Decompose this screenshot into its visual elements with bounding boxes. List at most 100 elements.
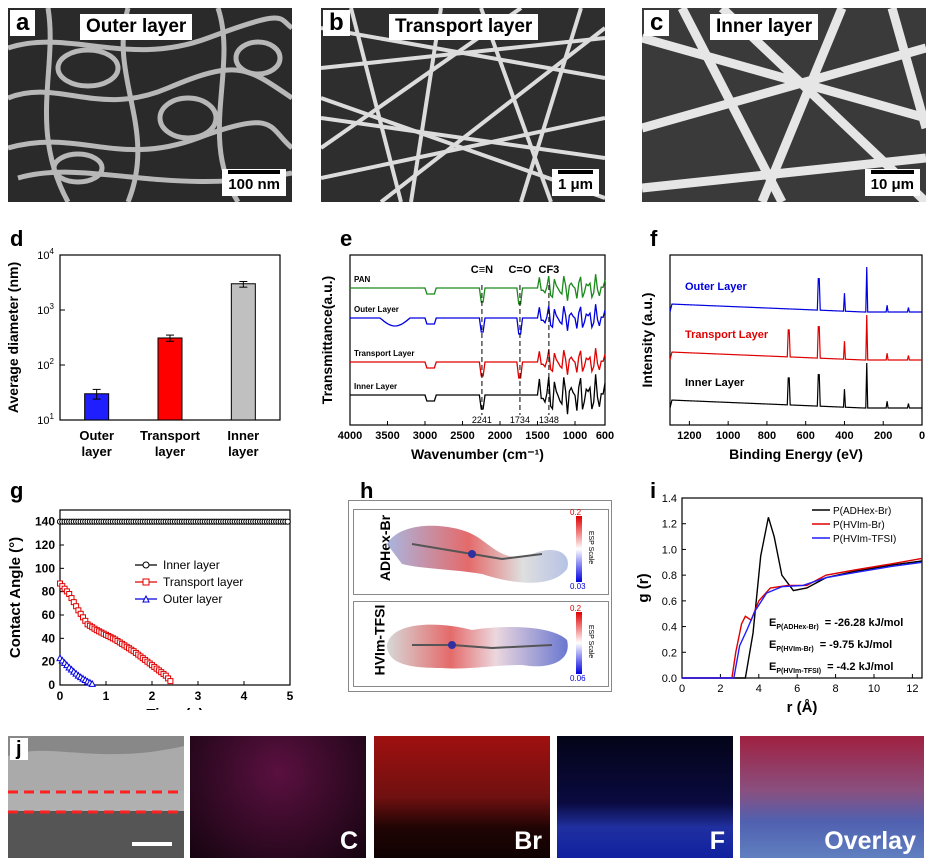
y-tick-label: 0.0 — [662, 673, 677, 685]
legend-label: P(HVIm-Br) — [833, 520, 885, 531]
panel-label: h — [360, 478, 374, 503]
panel-label: a — [10, 10, 36, 36]
interaction-energy: EP(HVIm-Br) = -9.75 kJ/mol — [769, 639, 892, 653]
legend-label: Transport layer — [163, 575, 243, 589]
panel-label: g — [10, 478, 24, 503]
scale-bar: 10 μm — [864, 169, 920, 196]
x-tick-label: layer — [81, 444, 111, 459]
eds-map-overlay: Overlay — [740, 736, 924, 858]
cross-section-image — [8, 736, 184, 858]
rdf-chart: 0 2 4 6 8 10 12 0.0 0.2 0.4 0.6 0.8 1.0 1.2 1.4 r (Å) g … — [635, 493, 923, 716]
y-tick-label: 1.0 — [662, 544, 677, 556]
series-label: Inner Layer — [685, 377, 745, 389]
y-tick-label: 0.2 — [662, 647, 677, 659]
annotation-label: C=O — [508, 264, 531, 276]
scale-bar: 100 nm — [222, 169, 286, 196]
esp-scale-label: ESP Scale — [587, 530, 595, 565]
plot-frame — [59, 509, 291, 686]
esp-surface-hvim — [387, 624, 568, 669]
esp-panel: ADHex-Br 0.2 0.03 ESP Scale HVIm-TFSI 0.… — [348, 500, 612, 692]
esp-scale-bar — [576, 612, 582, 674]
y-tick-label: 1.4 — [662, 493, 677, 505]
y-tick-label: 1.2 — [662, 519, 677, 531]
y-axis-label: Intensity (a.u.) — [639, 293, 655, 388]
x-tick-label: 4 — [241, 689, 248, 703]
y-tick-label: 102 — [37, 357, 54, 372]
rdf-line — [682, 561, 923, 679]
interaction-energy: EP(ADHex-Br) = -26.28 kJ/mol — [769, 617, 903, 631]
x-tick-label: 200 — [874, 430, 892, 442]
y-tick-label: 0.6 — [662, 596, 677, 608]
x-tick-label: 4000 — [338, 430, 362, 442]
y-tick-label: 80 — [42, 585, 56, 599]
spectrum-line — [350, 348, 606, 379]
x-tick-label: 1200 — [677, 430, 701, 442]
contact-angle-chart: 0 1 2 3 4 5 0 20 40 60 80 100 120 140 Time (s) Contact … — [7, 509, 294, 710]
x-tick-label: 3000 — [413, 430, 437, 442]
x-tick-label: 2 — [149, 689, 156, 703]
y-tick-label: 0.8 — [662, 570, 677, 582]
x-tick-label: 2000 — [488, 430, 512, 442]
interaction-energy: EP(HVIm-TFSI) = -4.2 kJ/mol — [769, 661, 893, 675]
x-tick-label: 600 — [596, 430, 614, 442]
x-tick-label: Outer — [79, 428, 114, 443]
y-axis-label: Average diameter (nm) — [5, 262, 21, 413]
ftir-spectra-chart: 4000 3500 3000 2500 2000 1500 1000 600 Wavenumbe… — [319, 254, 614, 462]
x-tick-label: 0 — [919, 430, 925, 442]
y-tick-label: 20 — [42, 655, 56, 669]
data-point — [284, 518, 291, 525]
eds-map-f: F — [557, 736, 733, 858]
esp-scale-label: ESP Scale — [587, 624, 595, 659]
y-tick-label: 0.4 — [662, 622, 677, 634]
data-point — [167, 678, 174, 685]
x-axis-label: Wavenumber (cm⁻¹) — [411, 446, 544, 462]
series-label: Transport Layer — [354, 349, 414, 358]
annotation-label: CF3 — [539, 264, 560, 276]
eds-label: Overlay — [824, 827, 916, 855]
panel-label: c — [644, 10, 670, 36]
x-tick-label: 2500 — [450, 430, 474, 442]
esp-min: 0.06 — [570, 674, 586, 683]
image-title: Inner layer — [710, 14, 819, 40]
sem-cross-section: j — [8, 736, 184, 858]
sem-inner-layer: c Inner layer 10 μm — [642, 8, 926, 202]
eds-label: C — [339, 827, 358, 855]
legend-marker — [142, 594, 150, 603]
y-tick-label: 60 — [42, 608, 56, 622]
x-tick-label: 6 — [794, 683, 800, 695]
x-tick-label: 600 — [797, 430, 815, 442]
esp-box-adhex: ADHex-Br 0.2 0.03 ESP Scale — [353, 508, 609, 595]
x-tick-label: 0 — [57, 689, 64, 703]
y-tick-label: 101 — [37, 412, 54, 427]
fiber-network-image — [8, 8, 292, 202]
x-tick-label: 8 — [833, 683, 839, 695]
x-tick-label: layer — [228, 444, 258, 459]
x-tick-label: 400 — [835, 430, 853, 442]
y-tick-label: 40 — [42, 631, 56, 645]
panel-label: f — [650, 226, 658, 251]
spectrum-line — [669, 314, 922, 361]
scale-bar: 1 μm — [551, 169, 599, 196]
spectrum-line — [350, 374, 606, 415]
eds-label: F — [709, 827, 725, 855]
x-tick-label: 1 — [103, 689, 110, 703]
annotation-value: 1348 — [539, 415, 559, 425]
legend-label: P(HVIm-TFSI) — [833, 534, 896, 545]
eds-map-br: Br — [374, 736, 550, 858]
eds-label: Br — [514, 827, 542, 855]
plot-frame — [669, 254, 923, 426]
sem-outer-layer: a Outer layer 100 nm — [8, 8, 292, 202]
x-tick-label: 3500 — [375, 430, 399, 442]
x-tick-label: Transport — [140, 428, 201, 443]
spectrum-line — [350, 304, 606, 335]
x-tick-label: Inner — [227, 428, 259, 443]
esp-scale-bar — [576, 516, 582, 582]
y-tick-label: 0 — [48, 678, 55, 692]
plot-frame — [681, 497, 923, 679]
series-label: Inner Layer — [354, 382, 397, 391]
legend-marker — [142, 561, 150, 569]
legend-label: Outer layer — [163, 592, 222, 606]
rdf-line — [682, 517, 923, 679]
series-label: Outer Layer — [354, 305, 399, 314]
